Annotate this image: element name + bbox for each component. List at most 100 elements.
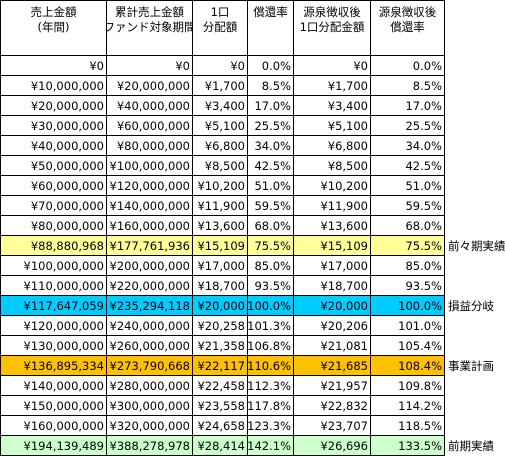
data-cell: 101.0% [371,316,445,336]
data-cell: ¥60,000,000 [107,116,193,136]
data-cell: ¥80,000,000 [0,216,107,236]
data-cell: 34.0% [248,136,294,156]
header-cell: 源泉徴収後 償還率 [371,0,445,56]
data-cell: 42.5% [371,156,445,176]
header-text: 累計売上金額 [115,5,184,19]
data-cell: 8.5% [248,76,294,96]
data-cell: ¥194,139,489 [0,436,107,456]
row-note: 前々期実績 [448,239,505,253]
data-cell: ¥17,000 [193,256,248,276]
header-text: 分配額 [202,20,238,34]
data-cell: 51.0% [248,176,294,196]
data-cell: ¥15,109 [193,236,248,256]
data-cell: 110.6% [248,356,294,376]
data-cell: ¥40,000,000 [107,96,193,116]
data-cell: ¥11,900 [193,196,248,216]
row-note: 前期実績 [448,439,494,453]
data-cell: ¥21,081 [294,336,371,356]
row-note: 事業計画 [448,359,494,373]
data-cell: 0.0% [371,56,445,76]
header-cell: 累計売上金額(ファンド対象期間) [107,0,193,56]
header-text: (年間) [37,20,70,34]
data-cell: 75.5% [371,236,445,256]
data-cell: ¥0 [107,56,193,76]
data-cell: 101.3% [248,316,294,336]
data-cell: ¥1,700 [193,76,248,96]
data-cell: 17.0% [371,96,445,116]
data-cell: ¥5,100 [294,116,371,136]
data-cell: ¥21,358 [193,336,248,356]
data-cell: 100.0% [371,296,445,316]
data-cell: ¥260,000,000 [107,336,193,356]
note-spacer [445,96,505,116]
note-spacer [445,76,505,96]
data-cell: ¥6,800 [294,136,371,156]
data-cell: ¥22,117 [193,356,248,376]
data-cell: 59.5% [248,196,294,216]
data-cell: ¥10,000,000 [0,76,107,96]
data-cell: 25.5% [371,116,445,136]
data-cell: ¥140,000,000 [107,196,193,216]
data-cell: ¥18,700 [294,276,371,296]
data-cell: 51.0% [371,176,445,196]
data-cell: ¥22,832 [294,396,371,416]
header-text: 源泉徴収後 [303,5,361,19]
data-cell: ¥20,000 [294,296,371,316]
data-cell: ¥120,000,000 [0,316,107,336]
data-cell: ¥21,685 [294,356,371,376]
data-cell: ¥388,278,978 [107,436,193,456]
header-text: (ファンド対象期間) [107,20,192,34]
data-cell: ¥3,400 [294,96,371,116]
header-text: 1口分配金額 [299,20,365,34]
data-cell: ¥22,458 [193,376,248,396]
data-cell: 25.5% [248,116,294,136]
data-cell: ¥280,000,000 [107,376,193,396]
data-cell: ¥10,200 [294,176,371,196]
data-cell: ¥5,100 [193,116,248,136]
data-cell: ¥80,000,000 [107,136,193,156]
data-cell: ¥8,500 [294,156,371,176]
data-cell: 105.4% [371,336,445,356]
data-cell: 108.4% [371,356,445,376]
data-cell: 68.0% [248,216,294,236]
data-cell: 100.0% [248,296,294,316]
data-cell: ¥320,000,000 [107,416,193,436]
note-spacer [445,336,505,356]
data-cell: ¥88,880,968 [0,236,107,256]
data-cell: ¥117,647,059 [0,296,107,316]
note-spacer [445,256,505,276]
data-cell: ¥1,700 [294,76,371,96]
data-cell: ¥3,400 [193,96,248,116]
note-spacer [445,56,505,76]
data-cell: ¥20,258 [193,316,248,336]
data-cell: 106.8% [248,336,294,356]
data-cell: ¥50,000,000 [0,156,107,176]
data-cell: 59.5% [371,196,445,216]
data-cell: ¥240,000,000 [107,316,193,336]
header-spacer [445,0,505,56]
note-spacer [445,176,505,196]
data-cell: ¥120,000,000 [107,176,193,196]
data-cell: ¥6,800 [193,136,248,156]
data-cell: 34.0% [371,136,445,156]
header-cell: 1口 分配額 [193,0,248,56]
note-spacer [445,396,505,416]
data-cell: 42.5% [248,156,294,176]
row-note: 損益分岐 [448,299,494,313]
data-cell: ¥21,957 [294,376,371,396]
header-cell: 償還率 [248,0,294,56]
header-cell: 源泉徴収後 1口分配金額 [294,0,371,56]
header-cell: 売上金額 (年間) [0,0,107,56]
note-spacer [445,196,505,216]
data-cell: ¥40,000,000 [0,136,107,156]
data-cell: 93.5% [248,276,294,296]
data-cell: 109.8% [371,376,445,396]
data-cell: ¥300,000,000 [107,396,193,416]
data-cell: ¥23,558 [193,396,248,416]
data-cell: 114.2% [371,396,445,416]
data-cell: ¥20,206 [294,316,371,336]
data-cell: ¥160,000,000 [0,416,107,436]
data-cell: ¥235,294,118 [107,296,193,316]
data-cell: 112.3% [248,376,294,396]
